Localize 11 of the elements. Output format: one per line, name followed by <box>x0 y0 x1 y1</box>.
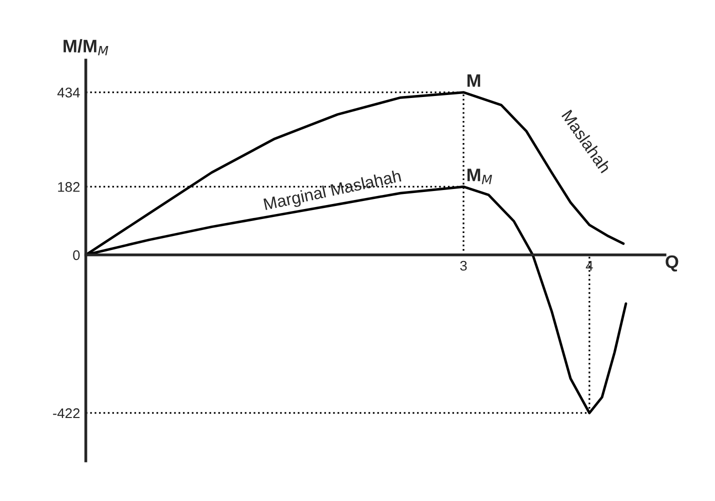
y-tick-label: 434 <box>57 88 80 98</box>
y-tick-label: 182 <box>58 182 80 192</box>
x-tick-label: 3 <box>460 260 467 271</box>
y-tick-label: 0 <box>73 250 80 260</box>
y-tick-label: -422 <box>53 408 80 418</box>
y-axis-title: M/M$_{M}$ <box>64 39 108 56</box>
annotation: M$_{M}$ <box>467 168 492 184</box>
x-axis-title: Q <box>666 255 678 272</box>
annotation: M <box>467 74 480 87</box>
annotation: Marginal Maslahah <box>263 169 402 214</box>
x-tick-label: 4 <box>586 260 593 271</box>
